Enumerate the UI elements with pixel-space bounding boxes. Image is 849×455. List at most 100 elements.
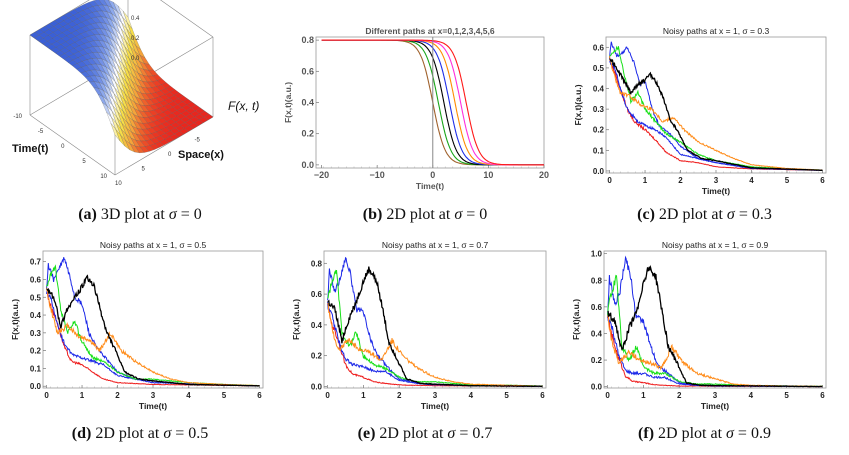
t-tick-label: 0 [61, 144, 65, 150]
x-tick-label: 0 [168, 152, 172, 158]
panel-a: 0.80.60.40.20.0F(x, t)-10-50510Time(t)-5… [0, 0, 280, 235]
t-tick-label: 10 [100, 174, 107, 180]
chart-title: Noisy paths at x = 1, σ = 0.3 [663, 26, 770, 36]
caption-text: 2D plot at [658, 425, 723, 442]
y-tick-label: 0.4 [301, 98, 314, 108]
x-tick-label: 2 [115, 391, 120, 400]
x-tick-label: 6 [540, 391, 545, 400]
x-tick-label: 1 [361, 391, 366, 400]
y-tick-label: 0.2 [591, 356, 603, 365]
y-tick-label: 0.6 [30, 275, 42, 284]
x-tick-label: 0 [607, 176, 612, 185]
y-tick-label: 0.8 [591, 276, 603, 285]
line-chart-d: Noisy paths at x = 1, σ = 0.5 0 1 2 3 4 5 6 0.0 0… [10, 240, 264, 411]
y-tick-label: 0.6 [593, 43, 605, 52]
y-tick-label: 0.2 [301, 129, 314, 139]
series-line-green [46, 264, 260, 387]
series-line-black [607, 264, 823, 388]
caption-f: (f) 2D plot at σ = 0.9 [560, 425, 849, 443]
y-axis-label: F(x,t)(a.u.) [283, 82, 293, 123]
x-tick-label: 3 [151, 391, 156, 400]
y-tick-label: 0.3 [593, 105, 605, 114]
t-tick-label: -5 [38, 129, 44, 135]
series-line-black [609, 58, 823, 171]
series-group [46, 257, 260, 387]
caption-eq: = 0.3 [738, 206, 772, 223]
x-tick-label: 3 [714, 176, 719, 185]
line-chart-f: Noisy paths at x = 1, σ = 0.9 0 1 2 3 4 5 6 0.0 0… [571, 240, 827, 411]
x-tick-label: 20 [539, 170, 549, 180]
y-tick-label: 0.3 [30, 329, 42, 338]
x-tick-label: 3 [713, 391, 718, 400]
caption-label: (b) [362, 206, 383, 223]
y-tick-label: 0.6 [591, 303, 603, 312]
y-tick-label: 0.8 [311, 259, 323, 268]
series-line-orange [327, 302, 543, 387]
caption-sigma: σ [726, 206, 735, 223]
z-tick-label: 0.0 [131, 56, 140, 62]
x-tick-label: 1 [80, 391, 85, 400]
caption-sigma: σ [726, 425, 734, 442]
x-tick-label: 4 [186, 391, 191, 400]
caption-a: (a) 3D plot at σ = 0 [10, 206, 270, 224]
series-line-red [607, 314, 823, 388]
x-tick-label: 0 [325, 391, 330, 400]
z-tick-label: 0.2 [131, 36, 140, 42]
caption-d: (d) 2D plot at σ = 0.5 [0, 425, 280, 443]
y-tick-label: 0.1 [593, 146, 605, 155]
series-line-orange [46, 287, 260, 387]
caption-sigma: σ [168, 206, 177, 223]
y-tick-label: 0.6 [301, 66, 314, 76]
x-axis-label: Time(t) [416, 181, 444, 191]
caption-eq: = 0 [180, 206, 202, 223]
x-axis-label: Time(t) [701, 401, 729, 411]
x-tick-label: -5 [195, 138, 201, 144]
panel-d: Noisy paths at x = 1, σ = 0.5 0 1 2 3 4 5 6 0.0 0… [0, 235, 280, 455]
x-tick-label: 3 [433, 391, 438, 400]
x-tick-label: 4 [469, 391, 474, 400]
caption-label: (a) [78, 206, 97, 223]
x-axis-label: Time(t) [139, 401, 167, 411]
series-group [327, 256, 543, 388]
x-tick-label: 1 [643, 176, 648, 185]
caption-eq: = 0.9 [737, 425, 771, 442]
y-tick-label: 0.8 [301, 35, 314, 45]
y-axis-label: F(x,t)(a.u.) [573, 84, 583, 125]
series-line-blue-2 [609, 60, 823, 171]
panel-b: Different paths at x=0,1,2,3,4,5,6 −20 −10… [280, 0, 570, 235]
caption-text: 2D plot at [386, 206, 451, 223]
series-line-blue-1 [46, 257, 260, 387]
y-tick-label: 0.4 [593, 85, 605, 94]
caption-e: (e) 2D plot at σ = 0.7 [280, 425, 570, 443]
caption-text: 3D plot at [100, 206, 165, 223]
box-edge [160, 0, 214, 38]
y-tick-label: 0.7 [30, 258, 42, 267]
plot-frame [323, 250, 547, 389]
x-tick-label: 5 [784, 391, 789, 400]
caption-text: 2D plot at [379, 425, 444, 442]
caption-sigma: σ [447, 425, 456, 442]
caption-eq: = 0.7 [459, 425, 493, 442]
t-tick-label: 5 [82, 159, 86, 165]
series-line-orange [607, 314, 823, 388]
y-tick-label: 0.0 [593, 167, 605, 176]
caption-eq: = 0.5 [175, 425, 209, 442]
y-tick-label: 0.0 [591, 383, 603, 392]
caption-label: (f) [638, 425, 655, 442]
caption-sigma: σ [163, 425, 172, 442]
chart-title: Noisy paths at x = 1, σ = 0.7 [382, 240, 489, 250]
y-tick-label: 1.0 [591, 250, 603, 259]
x-tick-label: −20 [314, 170, 329, 180]
series-line-green [327, 269, 543, 387]
y-axis-label: F(x,t)(a.u.) [571, 299, 581, 340]
x-tick-label: 2 [678, 176, 683, 185]
plot-frame [605, 36, 827, 174]
series-group [607, 255, 823, 388]
x-tick-label: 0 [44, 391, 49, 400]
x-tick-label: −10 [370, 170, 385, 180]
panel-f: Noisy paths at x = 1, σ = 0.9 0 1 2 3 4 5 6 0.0 0… [560, 235, 849, 455]
x-tick-label: 4 [749, 176, 754, 185]
chart-title: Different paths at x=0,1,2,3,4,5,6 [365, 26, 494, 36]
x-tick-label: 5 [142, 167, 146, 173]
caption-eq: = 0 [466, 206, 488, 223]
